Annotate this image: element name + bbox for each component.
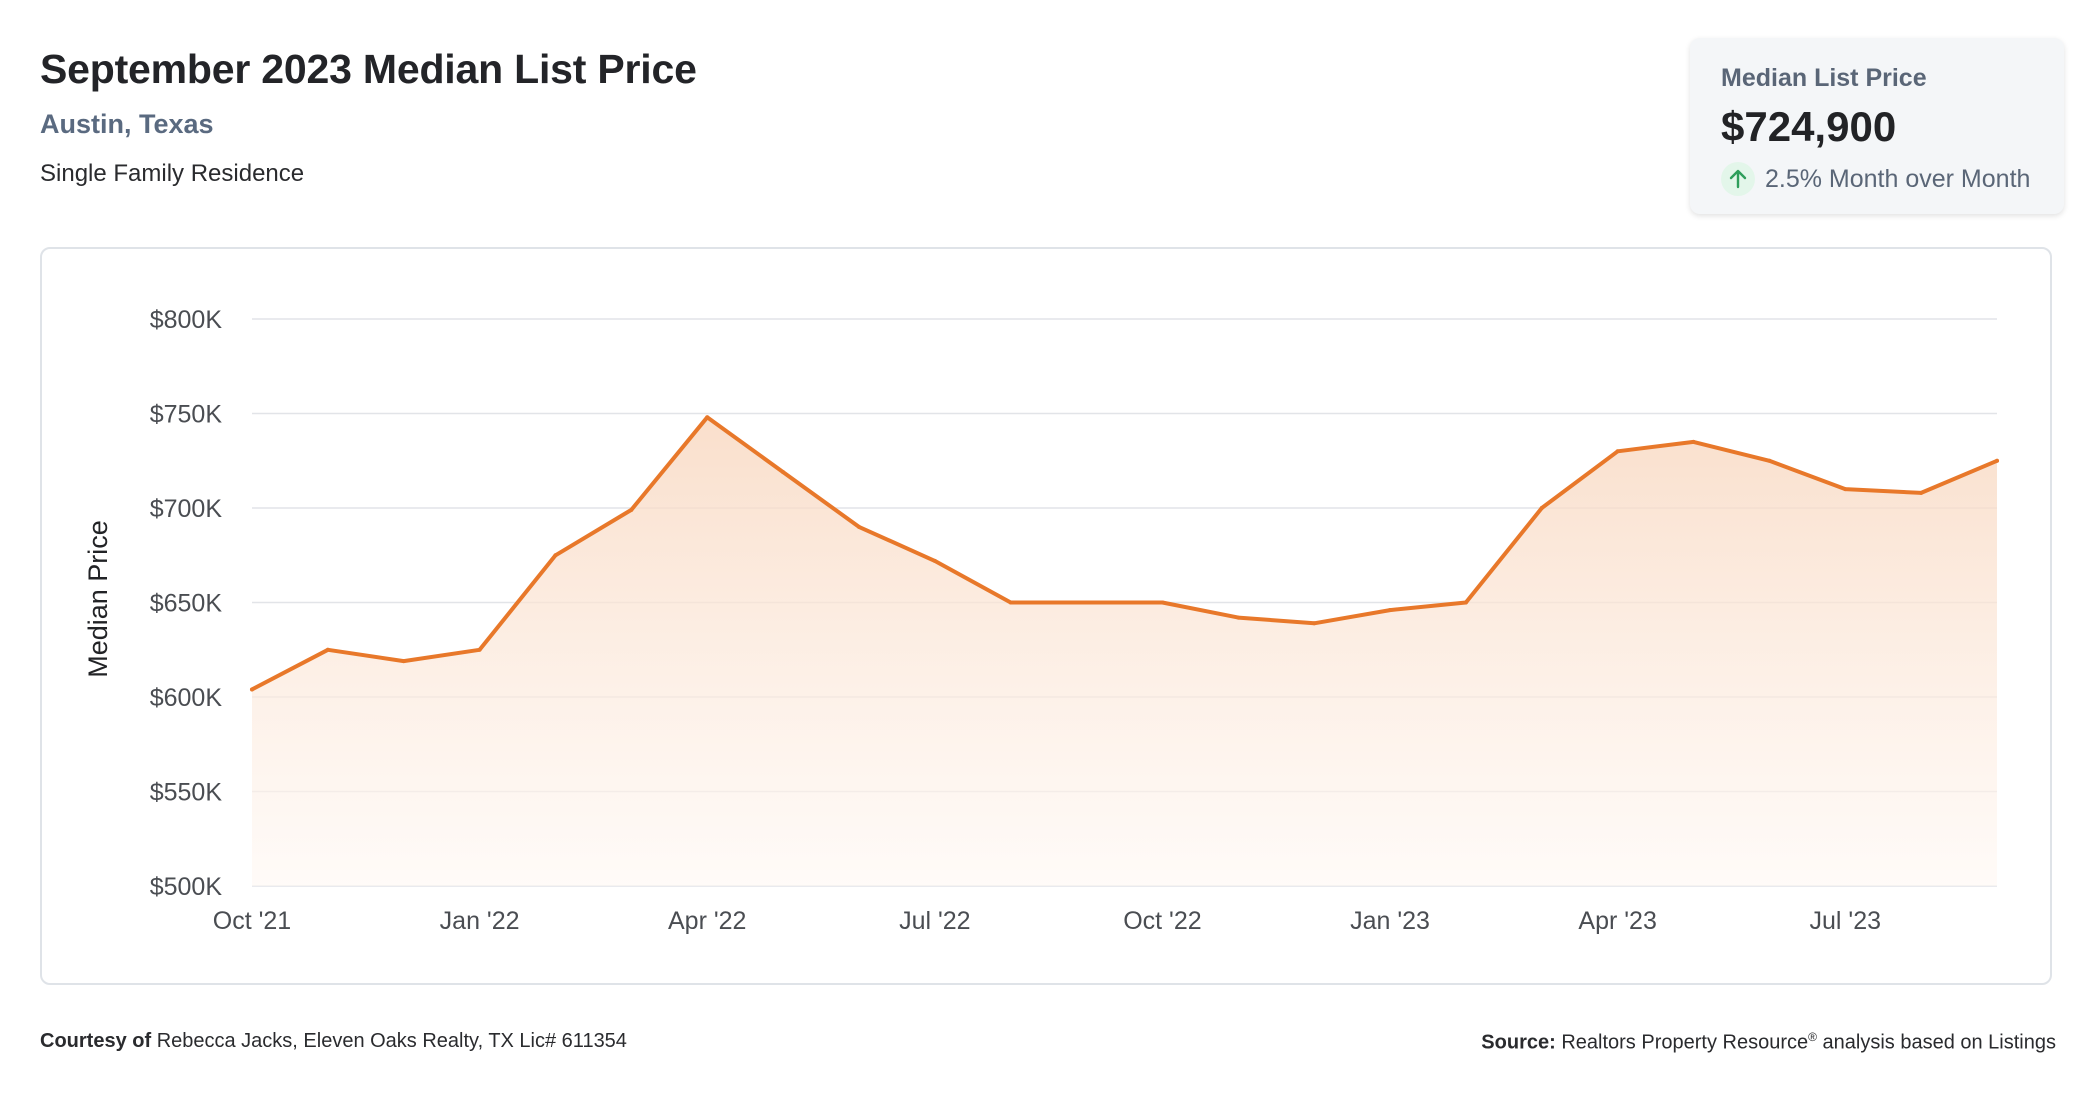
kpi-card: Median List Price $724,900 2.5% Month ov…	[1690, 38, 2064, 214]
y-tick-label: $700K	[150, 495, 223, 523]
source-text-before: Realtors Property Resource	[1561, 1031, 1809, 1054]
kpi-label: Median List Price	[1721, 64, 1927, 92]
location-subtitle: Austin, Texas	[40, 109, 214, 139]
y-tick-label: $550K	[150, 779, 223, 807]
data-point	[1843, 487, 1848, 492]
kpi-change-text: 2.5% Month over Month	[1765, 164, 2031, 193]
courtesy-label: Courtesy of	[40, 1030, 152, 1052]
data-point	[1160, 600, 1165, 605]
kpi-value: $724,900	[1721, 103, 1897, 150]
data-point	[1388, 608, 1393, 613]
kpi-change: 2.5% Month over Month	[1721, 162, 2030, 196]
data-point	[932, 558, 937, 563]
y-axis-label: Median Price	[83, 520, 113, 678]
y-tick-label: $500K	[150, 873, 223, 901]
data-point	[705, 415, 710, 420]
data-point	[1995, 458, 1999, 463]
data-point	[1539, 506, 1544, 510]
y-tick-label: $650K	[150, 590, 223, 618]
source-label: Source:	[1481, 1031, 1556, 1054]
data-point	[1919, 490, 1924, 495]
x-tick-label: Oct '22	[1123, 907, 1201, 935]
data-point	[1236, 615, 1241, 620]
data-point	[325, 647, 330, 652]
data-point	[477, 647, 482, 652]
x-axis-ticks: Oct '21 Jan '22 Apr '22 Jul '22 Oct '22 Jan '…	[213, 907, 1881, 935]
source-footer: Source: Realtors Property Resource® anal…	[1481, 1030, 2056, 1055]
courtesy-text: Rebecca Jacks, Eleven Oaks Realty, TX Li…	[156, 1030, 627, 1052]
arrow-up-icon	[1721, 162, 1755, 196]
page-title: September 2023 Median List Price	[40, 46, 697, 92]
property-type-label: Single Family Residence	[40, 160, 305, 187]
data-point	[1008, 600, 1013, 605]
y-tick-label: $800K	[150, 306, 223, 334]
x-tick-label: Jul '23	[1810, 907, 1881, 935]
chart-card: $500K $550K $600K $650K $700K $750K $800K Oct …	[40, 247, 2052, 985]
y-axis-ticks: $500K $550K $600K $650K $700K $750K $800K	[150, 306, 223, 901]
x-tick-label: Apr '22	[668, 907, 746, 935]
data-point	[856, 524, 861, 529]
y-tick-label: $750K	[150, 401, 223, 429]
data-point	[781, 470, 786, 475]
registered-mark: ®	[1808, 1030, 1817, 1044]
data-point	[553, 553, 558, 558]
data-point	[401, 659, 406, 664]
data-point	[629, 507, 634, 512]
area-fill	[252, 417, 1997, 886]
x-tick-label: Apr '23	[1578, 907, 1656, 935]
data-point	[250, 687, 254, 692]
y-tick-label: $600K	[150, 684, 223, 712]
x-tick-label: Jan '22	[440, 907, 520, 935]
x-tick-label: Jan '23	[1350, 907, 1430, 935]
x-tick-label: Oct '21	[213, 907, 291, 935]
median-price-chart: $500K $550K $600K $650K $700K $750K $800K Oct …	[83, 306, 1999, 935]
courtesy-footer: Courtesy of Rebecca Jacks, Eleven Oaks R…	[40, 1030, 627, 1053]
series-line	[250, 415, 1999, 692]
source-text-after: analysis based on Listings	[1816, 1031, 2057, 1054]
x-tick-label: Jul '22	[899, 907, 970, 935]
data-point	[1615, 449, 1620, 454]
data-point	[1084, 600, 1089, 605]
data-point	[1463, 600, 1468, 605]
data-point	[1312, 621, 1317, 626]
data-point	[1691, 439, 1696, 444]
data-point	[1767, 458, 1772, 463]
data-points	[250, 415, 1999, 692]
